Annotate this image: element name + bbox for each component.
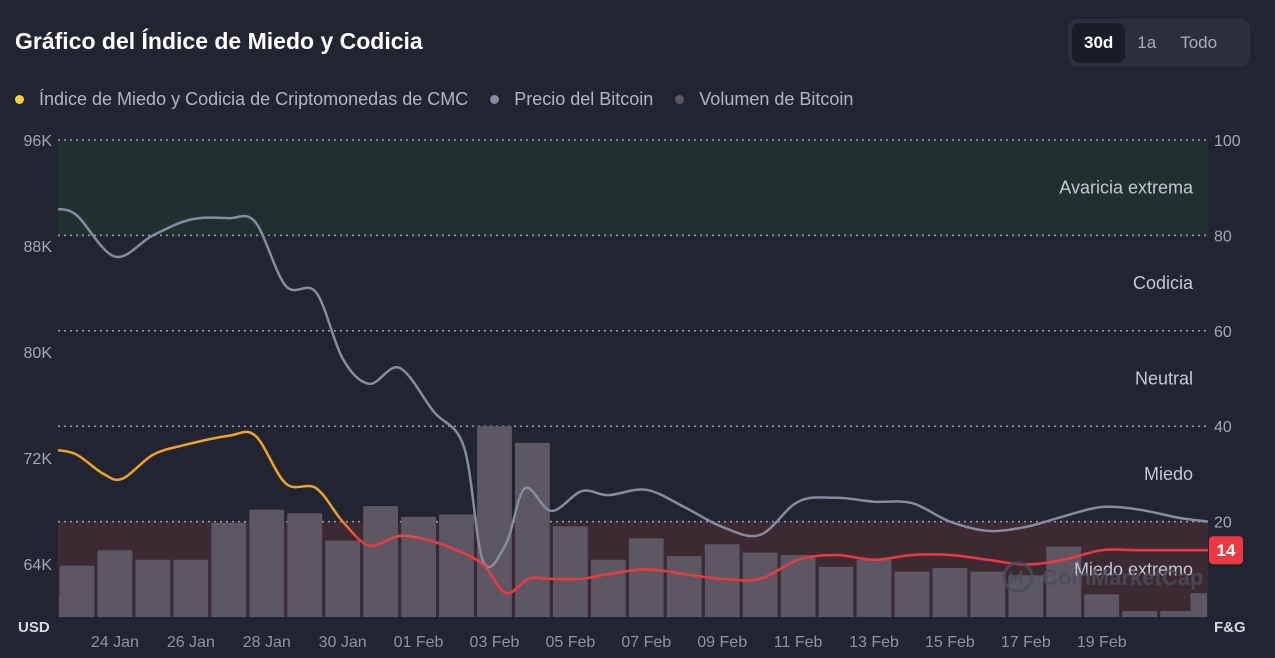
bitcoin-price-line: [57, 207, 1209, 569]
x-axis-tick-label: 30 Jan: [319, 634, 367, 651]
x-axis-tick-label: 03 Feb: [470, 634, 520, 651]
legend-label: Volumen de Bitcoin: [699, 89, 854, 109]
range-all-button[interactable]: Todo: [1180, 33, 1218, 52]
volume-bar: [477, 426, 512, 617]
volume-bar: [59, 565, 95, 617]
volume-bar: [325, 540, 361, 617]
volume-bar: [818, 566, 854, 617]
x-axis-tick-label: 28 Jan: [243, 634, 291, 651]
x-axis-tick-label: 19 Feb: [1077, 634, 1127, 651]
right-axis-tick-label: 80: [1214, 228, 1232, 245]
volume-bar: [135, 559, 171, 617]
watermark-text: CoinMarketCap: [1042, 565, 1203, 590]
zone-label: Miedo: [1144, 464, 1193, 484]
left-axis-tick-label: 80K: [24, 345, 53, 362]
volume-bar: [287, 513, 323, 617]
volume-bar: [515, 442, 550, 617]
volume-bar: [249, 509, 285, 617]
x-axis-tick-label: 15 Feb: [925, 634, 975, 651]
legend-label: Precio del Bitcoin: [514, 89, 654, 109]
x-axis-tick-label: 01 Feb: [394, 634, 444, 651]
volume-bar: [1160, 611, 1196, 617]
volume-bar: [97, 550, 133, 617]
x-axis-tick-label: 24 Jan: [91, 634, 139, 651]
volume-bar: [1084, 594, 1120, 617]
volume-bar: [742, 552, 778, 617]
volume-bar: [856, 559, 892, 617]
current-value-badge: [1209, 536, 1243, 565]
volume-bar: [552, 526, 588, 617]
legend-item-price[interactable]: Precio del Bitcoin: [490, 89, 653, 110]
volume-bar: [1046, 546, 1082, 617]
x-axis-tick-label: 07 Feb: [621, 634, 671, 651]
page-title: Gráfico del Índice de Miedo y Codicia: [15, 28, 423, 54]
current-value-label: 14: [1217, 541, 1236, 560]
chart-legend: Índice de Miedo y Codicia de Criptomoned…: [15, 89, 853, 110]
volume-bar: [932, 568, 968, 617]
volume-bar: [1122, 611, 1158, 617]
legend-dot-icon: [490, 95, 500, 104]
volume-bar: [1008, 575, 1044, 617]
right-axis-unit: F&G: [1214, 619, 1246, 636]
volume-bar: [894, 571, 930, 617]
range-30d-button[interactable]: 30d: [1072, 23, 1126, 63]
volume-bar: [628, 538, 664, 617]
x-axis-tick-label: 17 Feb: [1001, 634, 1051, 651]
legend-item-fng[interactable]: Índice de Miedo y Codicia de Criptomoned…: [15, 89, 468, 110]
x-axis-tick-label: 13 Feb: [849, 634, 899, 651]
volume-bar: [401, 516, 436, 617]
volume-bar: [439, 514, 474, 617]
volume-bar: [666, 556, 702, 617]
zone-label: Neutral: [1135, 369, 1193, 389]
zone-label: Miedo extremo: [1074, 559, 1193, 579]
volume-bar: [173, 559, 209, 617]
x-axis-tick-label: 09 Feb: [697, 634, 747, 651]
volume-bar: [590, 559, 626, 617]
range-1y-button[interactable]: 1a: [1137, 33, 1157, 52]
x-axis-tick-label: 05 Feb: [545, 634, 595, 651]
left-axis-tick-label: 88K: [24, 239, 53, 256]
zone-label: Avaricia extrema: [1059, 178, 1194, 198]
left-axis-tick-label: 64K: [24, 557, 53, 574]
right-axis-tick-label: 40: [1214, 419, 1232, 436]
watermark: CoinMarketCap: [1002, 561, 1203, 593]
extreme-greed-zone: [58, 140, 1208, 236]
zone-label: Codicia: [1133, 273, 1194, 293]
time-range-selector: 30d 1a Todo: [1068, 19, 1250, 67]
legend-dot-icon: [15, 95, 24, 104]
legend-label: Índice de Miedo y Codicia de Criptomoned…: [39, 89, 469, 109]
volume-bar: [363, 506, 399, 617]
coinmarketcap-logo-icon: [1002, 561, 1034, 593]
legend-dot-icon: [675, 95, 685, 104]
fear-greed-line: [57, 430, 1208, 595]
x-axis-tick-label: 26 Jan: [167, 634, 215, 651]
legend-item-volume[interactable]: Volumen de Bitcoin: [675, 89, 853, 110]
coinmarketcap-logo-mark-icon: [1009, 567, 1023, 583]
x-axis-tick-label: 11 Feb: [774, 634, 823, 651]
volume-bar: [211, 522, 247, 617]
left-axis-tick-label: 72K: [24, 451, 53, 468]
volume-bar: [1190, 593, 1207, 617]
right-axis-tick-label: 100: [1214, 133, 1241, 150]
right-axis-tick-label: 20: [1214, 515, 1232, 532]
volume-bar: [970, 571, 1006, 617]
right-axis-tick-label: 60: [1214, 324, 1232, 341]
left-axis-unit: USD: [18, 619, 50, 636]
left-axis-tick-label: 96K: [24, 133, 53, 150]
